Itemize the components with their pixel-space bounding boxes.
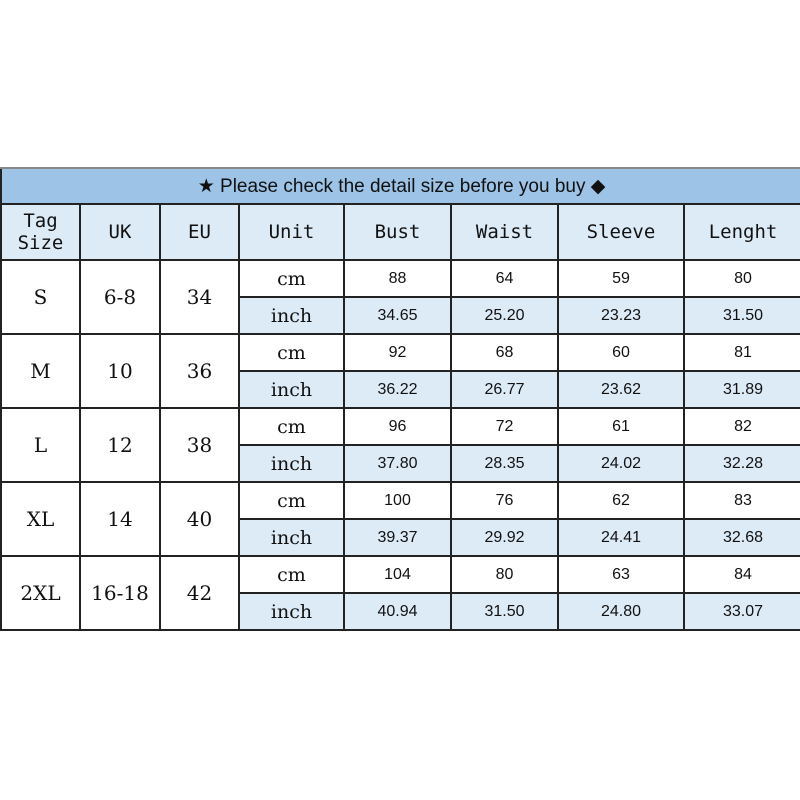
cell-value: 88 [343, 259, 452, 298]
cell-uk: 12 [79, 407, 161, 483]
cell-value: 81 [682, 333, 800, 372]
cell-value: 34.65 [343, 296, 452, 335]
cell-uk: 16-18 [79, 555, 161, 631]
row-cm: M 10 36 cm 92 68 60 81 [0, 333, 800, 409]
cell-unit: cm [238, 481, 345, 520]
cell-value: 100 [343, 481, 452, 520]
row-inch: inch 39.37 29.92 24.41 32.68 [1, 518, 800, 557]
cell-tag: S [0, 259, 81, 335]
header-sleeve: Sleeve [557, 203, 685, 261]
row-cm: S 6-8 34 cm 88 64 59 80 [0, 259, 800, 335]
cell-unit: cm [238, 555, 345, 594]
cell-value: 40.94 [343, 592, 452, 631]
row-cm: L 12 38 cm 96 72 61 82 [0, 407, 800, 483]
header-tag-size: Tag Size [0, 203, 81, 261]
cell-value: 32.28 [682, 444, 800, 483]
header-waist: Waist [450, 203, 559, 261]
cell-unit: inch [238, 518, 345, 557]
cell-value: 32.68 [682, 518, 800, 557]
row-inch: inch 36.22 26.77 23.62 31.89 [1, 370, 800, 409]
cell-value: 24.80 [557, 592, 685, 631]
cell-value: 72 [450, 407, 559, 446]
cell-value: 96 [343, 407, 452, 446]
title-text: Please check the detail size before you … [220, 175, 586, 197]
cell-value: 76 [450, 481, 559, 520]
cell-value: 26.77 [450, 370, 559, 409]
cell-tag: M [0, 333, 81, 409]
cell-value: 82 [682, 407, 800, 446]
cell-unit: inch [238, 370, 345, 409]
star-icon: ★ [197, 175, 215, 197]
cell-unit: cm [238, 407, 345, 446]
cell-value: 62 [557, 481, 685, 520]
cell-value: 80 [682, 259, 800, 298]
diamond-icon: ◆ [590, 175, 606, 197]
header-length: Lenght [682, 203, 800, 261]
row-inch: inch 37.80 28.35 24.02 32.28 [1, 444, 800, 483]
cell-value: 37.80 [343, 444, 452, 483]
cell-uk: 6-8 [79, 259, 161, 335]
row-cm: 2XL 16-18 42 cm 104 80 63 84 [0, 555, 800, 631]
cell-value: 80 [450, 555, 559, 594]
row-inch: inch 34.65 25.20 23.23 31.50 [1, 296, 800, 335]
cell-eu: 40 [159, 481, 240, 557]
cell-value: 31.50 [450, 592, 559, 631]
cell-value: 84 [682, 555, 800, 594]
cell-value: 104 [343, 555, 452, 594]
cell-value: 61 [557, 407, 685, 446]
cell-value: 63 [557, 555, 685, 594]
header-row: Tag Size UK EU Unit Bust Waist Sleeve Le… [0, 203, 800, 261]
row-inch: inch 40.94 31.50 24.80 33.07 [1, 592, 800, 631]
cell-value: 83 [682, 481, 800, 520]
cell-eu: 38 [159, 407, 240, 483]
table-title: ★ Please check the detail size before yo… [0, 167, 800, 205]
cell-eu: 42 [159, 555, 240, 631]
cell-value: 31.50 [682, 296, 800, 335]
cell-tag: L [0, 407, 81, 483]
cell-eu: 34 [159, 259, 240, 335]
cell-value: 24.41 [557, 518, 685, 557]
cell-eu: 36 [159, 333, 240, 409]
cell-unit: inch [238, 296, 345, 335]
header-eu: EU [159, 203, 240, 261]
cell-value: 23.23 [557, 296, 685, 335]
cell-value: 23.62 [557, 370, 685, 409]
row-cm: XL 14 40 cm 100 76 62 83 [0, 481, 800, 557]
cell-value: 92 [343, 333, 452, 372]
cell-value: 64 [450, 259, 559, 298]
cell-value: 59 [557, 259, 685, 298]
cell-value: 24.02 [557, 444, 685, 483]
cell-unit: cm [238, 333, 345, 372]
cell-unit: inch [238, 444, 345, 483]
cell-tag: XL [0, 481, 81, 557]
cell-value: 25.20 [450, 296, 559, 335]
header-uk: UK [79, 203, 161, 261]
cell-value: 33.07 [682, 592, 800, 631]
cell-value: 29.92 [450, 518, 559, 557]
cell-tag: 2XL [0, 555, 81, 631]
cell-value: 28.35 [450, 444, 559, 483]
cell-unit: cm [238, 259, 345, 298]
header-unit: Unit [238, 203, 345, 261]
cell-value: 36.22 [343, 370, 452, 409]
cell-value: 60 [557, 333, 685, 372]
cell-unit: inch [238, 592, 345, 631]
cell-uk: 10 [79, 333, 161, 409]
size-chart-table: ★ Please check the detail size before yo… [0, 167, 800, 631]
cell-uk: 14 [79, 481, 161, 557]
cell-value: 31.89 [682, 370, 800, 409]
cell-value: 68 [450, 333, 559, 372]
header-bust: Bust [343, 203, 452, 261]
cell-value: 39.37 [343, 518, 452, 557]
